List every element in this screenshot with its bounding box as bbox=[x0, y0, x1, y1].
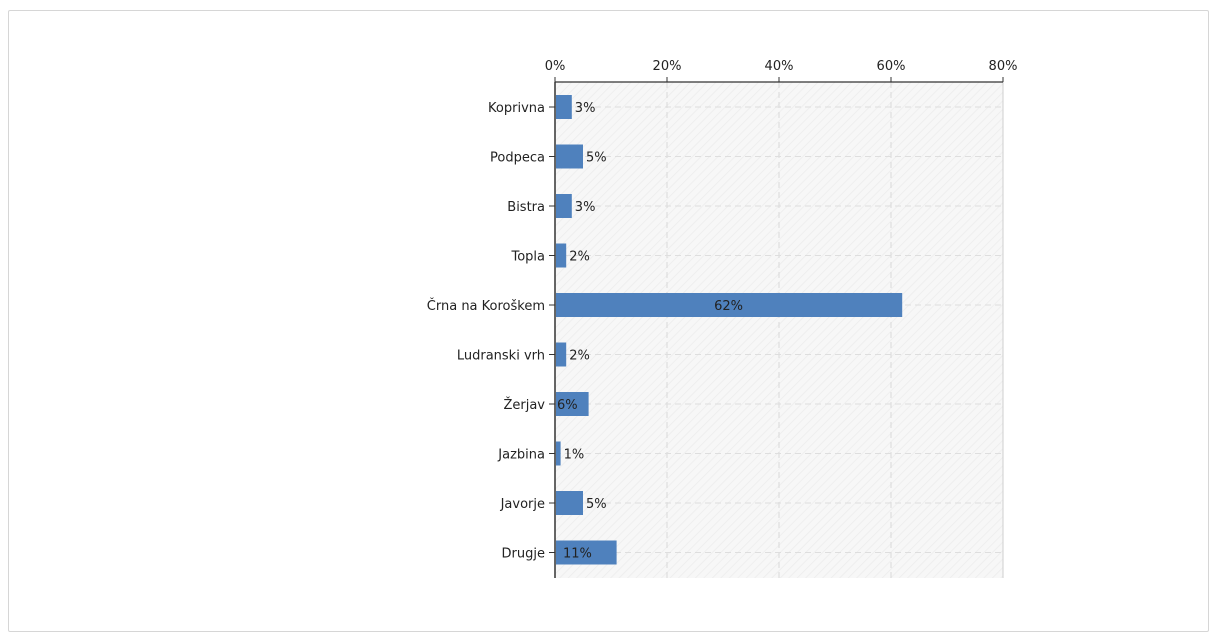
category-label: Drugje bbox=[502, 547, 545, 562]
category-label: Podpeca bbox=[490, 151, 545, 166]
bar bbox=[556, 243, 567, 268]
x-tick-label: 60% bbox=[877, 59, 906, 74]
bar bbox=[556, 342, 567, 367]
bar bbox=[556, 441, 561, 466]
data-label: 5% bbox=[586, 151, 607, 166]
bar bbox=[556, 540, 617, 565]
data-label: 62% bbox=[714, 299, 743, 314]
category-label: Ludranski vrh bbox=[457, 349, 545, 364]
category-label: Koprivna bbox=[488, 101, 545, 116]
category-label: Žerjav bbox=[503, 397, 545, 413]
category-label: Črna na Koroškem bbox=[427, 298, 545, 314]
x-tick-label: 20% bbox=[653, 59, 682, 74]
category-label: Javorje bbox=[500, 497, 545, 512]
bar bbox=[556, 194, 572, 218]
data-label: 2% bbox=[569, 349, 590, 364]
category-label: Topla bbox=[510, 250, 545, 265]
plot-area: 0% 20% 40% 60% 80% Koprivna 3% Podpeca 5% Bistra 3… bbox=[427, 59, 1018, 578]
data-label: 1% bbox=[564, 448, 585, 463]
bar bbox=[556, 95, 572, 119]
bar bbox=[556, 491, 583, 515]
x-tick-label: 80% bbox=[989, 59, 1018, 74]
category-label: Bistra bbox=[507, 200, 545, 215]
bar bbox=[556, 392, 589, 416]
data-label: 3% bbox=[575, 200, 596, 215]
data-label: 3% bbox=[575, 101, 596, 116]
x-tick-label: 0% bbox=[545, 59, 566, 74]
data-label: 11% bbox=[563, 547, 592, 562]
bar bbox=[556, 144, 583, 169]
bar-chart: 0% 20% 40% 60% 80% Koprivna 3% Podpeca 5% Bistra 3… bbox=[427, 59, 1018, 578]
x-tick-label: 40% bbox=[765, 59, 794, 74]
bar bbox=[556, 293, 903, 317]
data-label: 2% bbox=[569, 250, 590, 265]
data-label: 6% bbox=[557, 398, 578, 413]
data-label: 5% bbox=[586, 497, 607, 512]
category-label: Jazbina bbox=[497, 448, 545, 463]
